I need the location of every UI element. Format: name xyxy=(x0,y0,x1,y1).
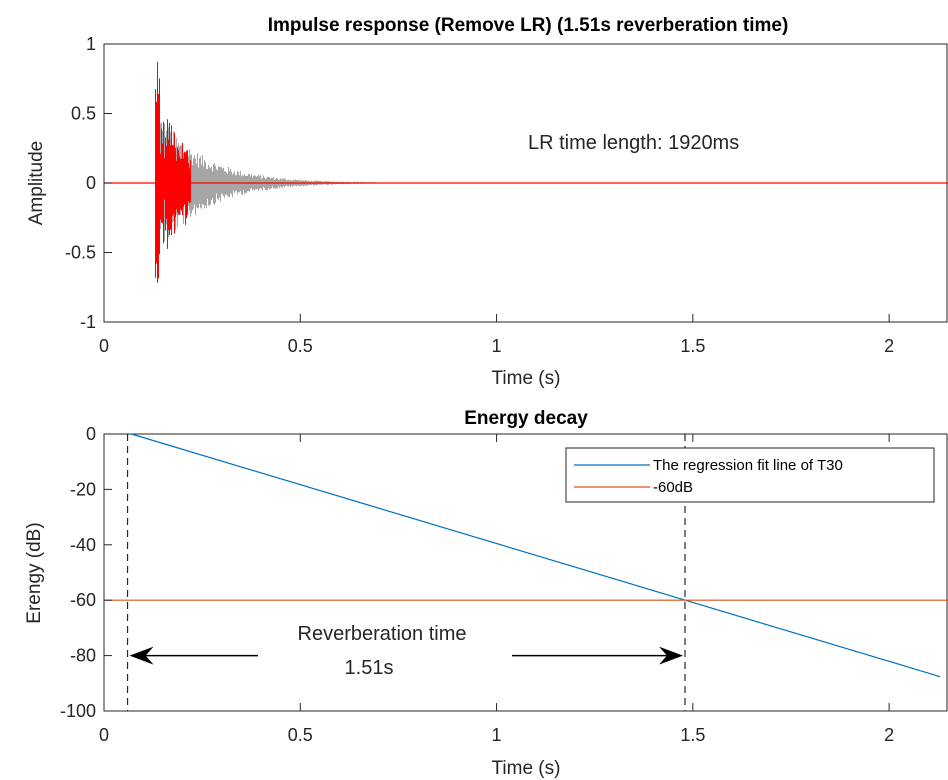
x-tick-label: 1 xyxy=(492,336,502,356)
energy-decay-y-axis-label: Erengy (dB) xyxy=(24,522,45,623)
reverberation-time-label: Reverberation time xyxy=(298,623,467,645)
energy-decay-x-axis-label: Time (s) xyxy=(492,758,561,779)
x-tick-label: 1 xyxy=(492,725,502,745)
reverberation-time-value: 1.51s xyxy=(345,657,394,679)
x-tick-label: 0.5 xyxy=(288,725,313,745)
impulse-response-panel: Impulse response (Remove LR) (1.51s reve… xyxy=(26,15,948,389)
energy-decay-panel: Energy decay 0 0.5 1 1.5 20-20-40-60-80-100 … xyxy=(24,408,948,779)
left-arrow-head xyxy=(129,646,154,665)
regression-fit-line xyxy=(131,433,941,678)
energy-decay-title: Energy decay xyxy=(464,408,588,429)
right-arrow-head xyxy=(658,646,683,665)
y-tick-label: 0.5 xyxy=(71,104,96,124)
legend: The regression fit line of T30 -60dB xyxy=(565,447,935,503)
x-tick-label: 2 xyxy=(884,725,894,745)
x-tick-label: 0.5 xyxy=(288,336,313,356)
impulse-response-title: Impulse response (Remove LR) (1.51s reve… xyxy=(268,15,789,36)
x-tick-label: 0 xyxy=(99,725,109,745)
y-tick-label: -20 xyxy=(70,479,96,499)
y-tick-label: -1 xyxy=(80,312,96,332)
legend-box xyxy=(565,447,935,503)
legend-entry: The regression fit line of T30 xyxy=(653,457,843,474)
impulse-response-ticks: 0 0.5 1 1.5 2 1 0.5 0 -0.5 -1 xyxy=(65,34,894,356)
y-tick-label: -0.5 xyxy=(65,243,96,263)
y-tick-label: -60 xyxy=(70,590,96,610)
x-tick-label: 0 xyxy=(99,336,109,356)
y-tick-label: 1 xyxy=(86,34,96,54)
impulse-response-y-axis-label: Amplitude xyxy=(26,141,47,226)
impulse-response-red-series xyxy=(155,61,191,283)
impulse-response-data xyxy=(104,61,948,283)
y-tick-label: -80 xyxy=(70,646,96,666)
x-tick-label: 1.5 xyxy=(680,725,705,745)
y-tick-label: -40 xyxy=(70,535,96,555)
impulse-response-x-axis-label: Time (s) xyxy=(492,368,561,389)
legend-entry: -60dB xyxy=(653,479,693,496)
energy-decay-data xyxy=(104,433,948,711)
y-tick-label: -100 xyxy=(60,701,96,721)
lr-time-length-annotation: LR time length: 1920ms xyxy=(528,132,739,154)
y-tick-label: 0 xyxy=(86,173,96,193)
energy-decay-ticks: 0 0.5 1 1.5 2 0 -20 -40 -60 -80 -100 xyxy=(60,424,894,745)
x-tick-label: 2 xyxy=(884,336,894,356)
x-tick-label: 1.5 xyxy=(680,336,705,356)
y-tick-label: 0 xyxy=(86,424,96,444)
